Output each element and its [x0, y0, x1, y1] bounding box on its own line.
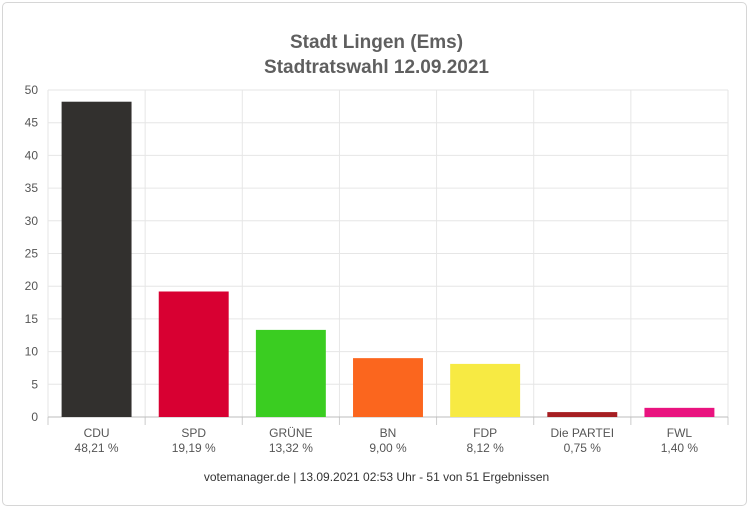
x-tick-label: BN	[380, 426, 397, 440]
x-tick-label: FWL	[667, 426, 693, 440]
bar-value-label: 48,21 %	[75, 441, 119, 455]
bar-value-label: 1,40 %	[661, 441, 699, 455]
y-tick-label: 25	[25, 247, 39, 261]
y-tick-label: 40	[25, 148, 39, 162]
y-tick-label: 15	[25, 312, 39, 326]
bar-value-label: 0,75 %	[564, 441, 602, 455]
y-tick-label: 35	[25, 181, 39, 195]
bar-cdu	[61, 101, 132, 417]
y-tick-label: 20	[25, 279, 39, 293]
bar-value-label: 9,00 %	[369, 441, 407, 455]
x-tick-label: FDP	[473, 426, 497, 440]
y-tick-label: 0	[31, 410, 38, 424]
bar-die-partei	[547, 412, 618, 417]
bar-fdp	[450, 363, 521, 417]
bar-bn	[353, 358, 423, 417]
y-tick-label: 5	[31, 377, 38, 391]
bar-value-label: 13,32 %	[269, 441, 313, 455]
bar-value-label: 19,19 %	[172, 441, 216, 455]
x-tick-label: Die PARTEI	[550, 426, 614, 440]
x-tick-label: GRÜNE	[269, 426, 312, 440]
y-tick-label: 30	[25, 214, 39, 228]
chart-subtitle: Stadtratswahl 12.09.2021	[264, 57, 489, 78]
bar-fwl	[644, 407, 715, 417]
chart-footer: votemanager.de | 13.09.2021 02:53 Uhr - …	[203, 470, 550, 484]
y-tick-label: 10	[25, 345, 39, 359]
y-tick-label: 50	[25, 83, 39, 97]
bar-value-label: 8,12 %	[466, 441, 504, 455]
bar-gr-ne	[255, 329, 326, 417]
x-tick-label: CDU	[84, 426, 110, 440]
x-tick-label: SPD	[181, 426, 206, 440]
chart-title: Stadt Lingen (Ems)	[289, 32, 464, 53]
y-tick-label: 45	[25, 116, 39, 130]
bar-spd	[158, 291, 229, 417]
